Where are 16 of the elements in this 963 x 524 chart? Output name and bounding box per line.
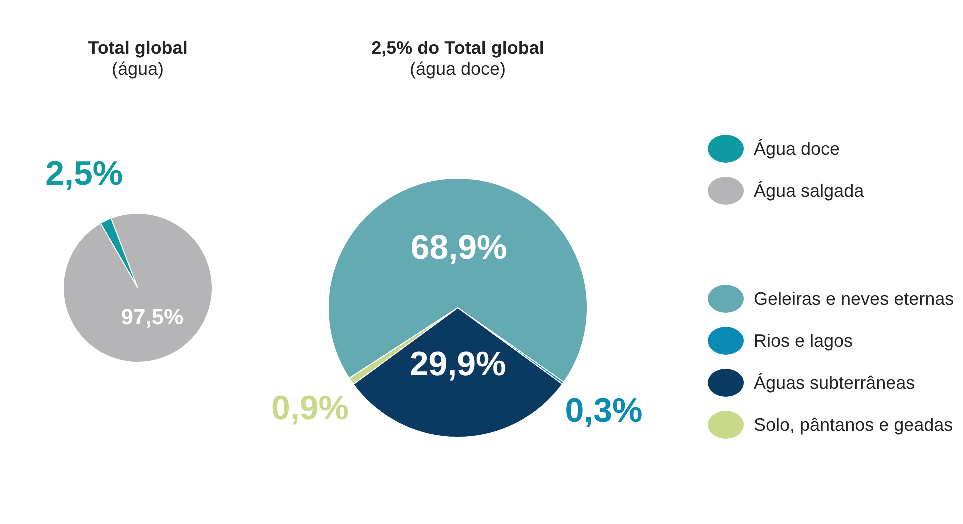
- legend-label: Água doce: [754, 138, 840, 160]
- data-label: 0,9%: [272, 389, 350, 428]
- data-label: 97,5%: [121, 304, 184, 330]
- chart-title: Total global: [87, 38, 189, 59]
- legend-label: Rios e lagos: [754, 330, 854, 352]
- chart-subtitle: (água): [110, 59, 166, 80]
- legend-label: Águas subterrâneas: [754, 372, 916, 394]
- data-label: 29,9%: [410, 346, 506, 384]
- legend-label: Solo, pântanos e geadas: [754, 414, 954, 436]
- chart-subtitle: (água doce): [408, 59, 508, 80]
- data-label: 2,5%: [46, 155, 124, 194]
- chart-title: 2,5% do Total global: [370, 38, 546, 59]
- legend-label: Água salgada: [754, 180, 864, 202]
- data-label: 68,9%: [410, 229, 508, 268]
- legend-label: Geleiras e neves eternas: [754, 288, 954, 310]
- data-label: 0,3%: [565, 392, 643, 430]
